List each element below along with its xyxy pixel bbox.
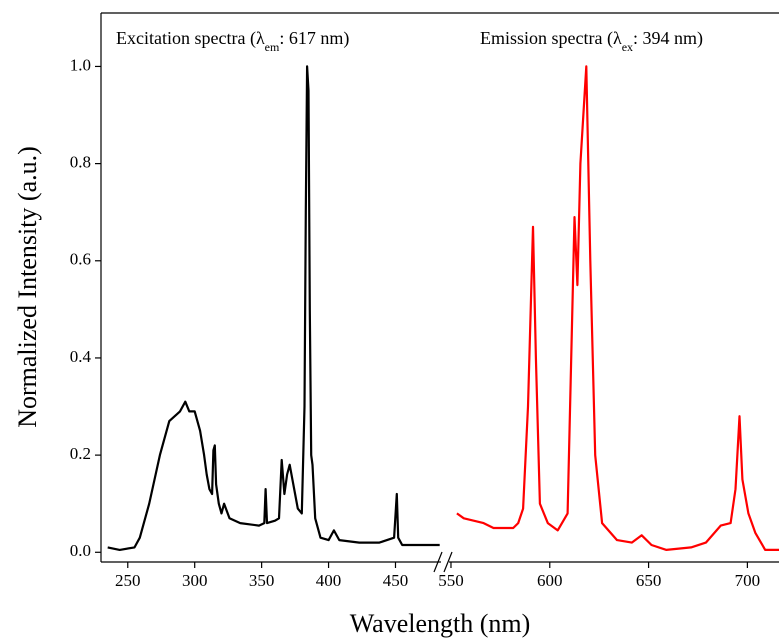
x-tick-label: 550 [438,571,464,590]
y-tick-label: 1.0 [70,55,91,74]
axes [100,12,779,573]
y-tick-label: 0.4 [70,347,92,366]
annotation-text: Emission spectra (λ [480,28,622,49]
annotation-text: : 617 nm) [279,28,349,49]
annotation-sub: em [265,40,280,54]
axis-break [443,551,453,573]
x-axis-label: Wavelength (nm) [350,609,531,638]
y-tick-label: 0.0 [70,541,91,560]
spectrum-line [456,65,779,551]
annotation-text: : 394 nm) [633,28,703,49]
x-tick-label: 450 [383,571,409,590]
spectrum-line [107,65,440,551]
x-tick-label: 250 [115,571,141,590]
x-tick-label: 650 [636,571,662,590]
x-tick-label: 700 [735,571,761,590]
y-axis-label: Normalized Intensity (a.u.) [13,146,42,428]
x-tick-label: 350 [249,571,275,590]
y-tick-label: 0.2 [70,444,91,463]
axis-break [433,551,443,573]
x-tick-label: 600 [537,571,563,590]
annotation-text: Excitation spectra (λ [116,28,265,49]
x-tick-label: 300 [182,571,208,590]
annotation: Emission spectra (λex: 394 nm) [480,28,703,54]
annotation: Excitation spectra (λem: 617 nm) [116,28,349,54]
y-tick-label: 0.6 [70,250,91,269]
x-tick-label: 400 [316,571,342,590]
y-tick-label: 0.8 [70,153,91,172]
annotation-sub: ex [622,40,633,54]
